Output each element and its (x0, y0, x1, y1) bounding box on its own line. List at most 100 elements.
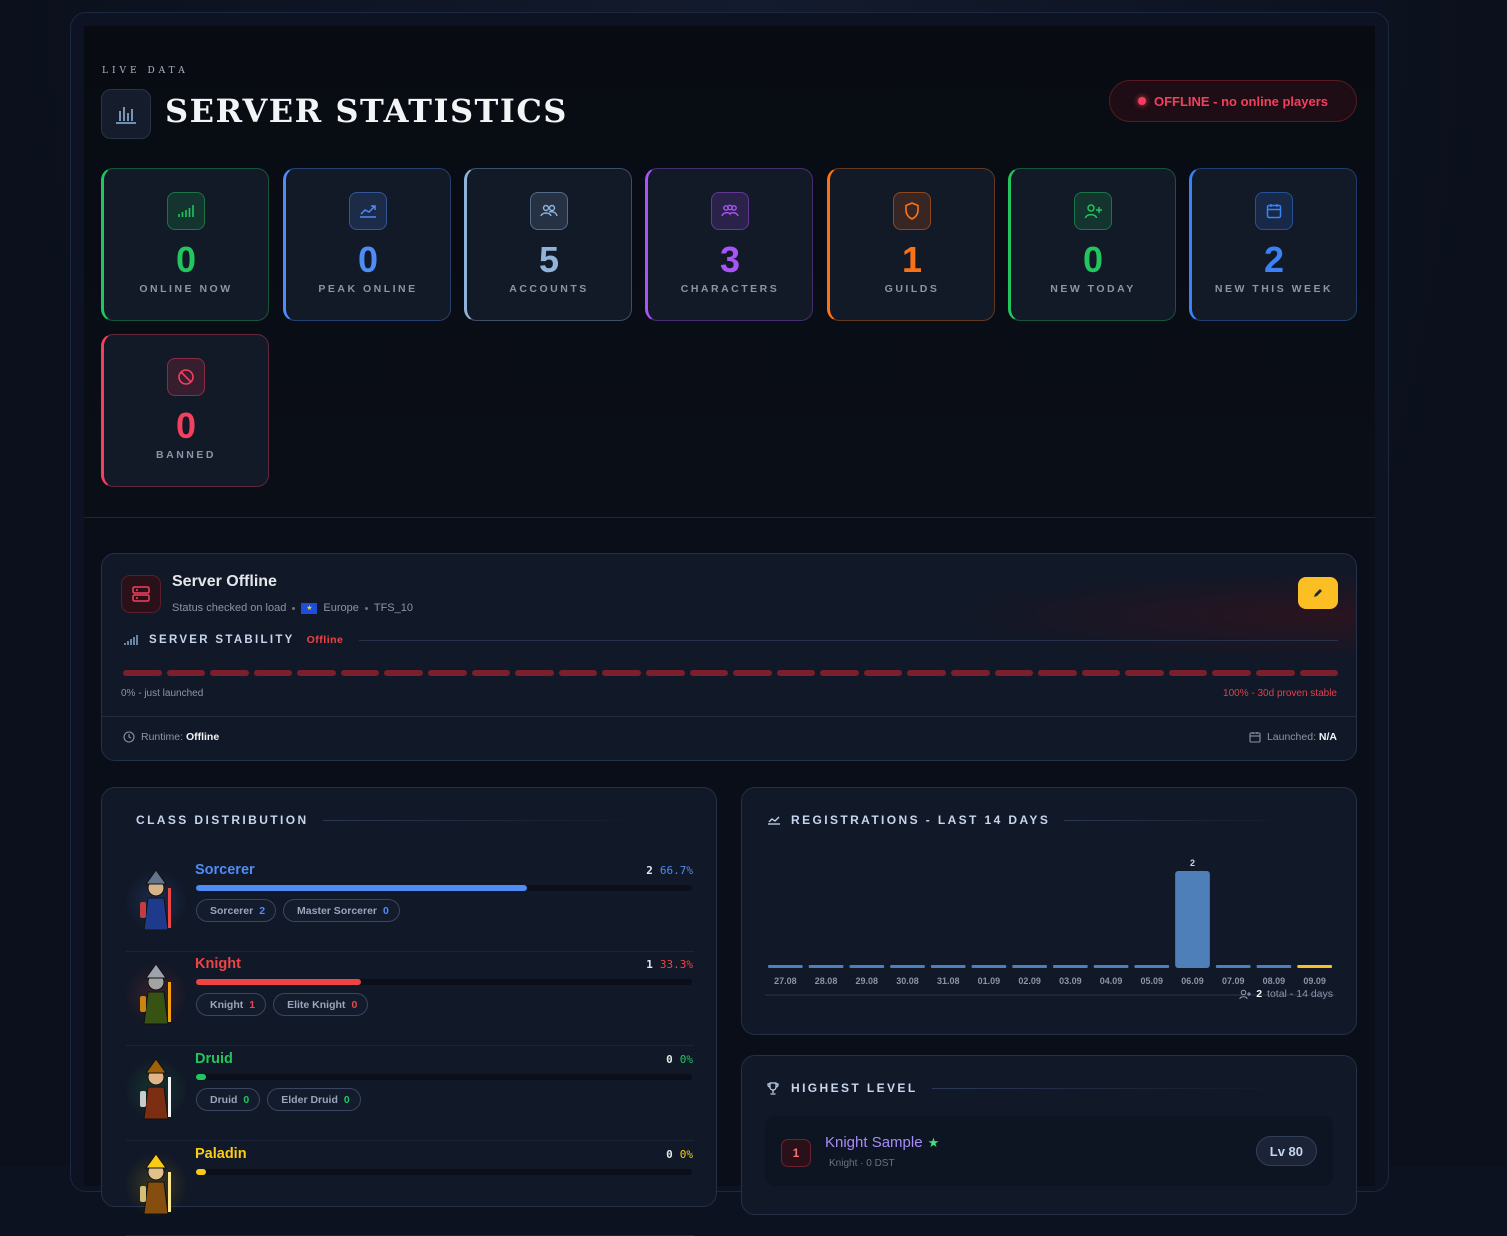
class-distribution-title: CLASS DISTRIBUTION (136, 813, 309, 827)
registration-bar[interactable] (1175, 871, 1210, 968)
registrations-total: 2 total - 14 days (1239, 988, 1333, 1000)
registration-bar[interactable] (1215, 965, 1251, 968)
class-progress-fill (196, 1074, 206, 1080)
class-progress-bar (196, 979, 692, 985)
stability-segment (1168, 670, 1208, 676)
player-subtitle: Knight · 0 DST (829, 1158, 895, 1169)
registration-bar[interactable] (1256, 965, 1292, 968)
x-tick-label: 05.09 (1141, 976, 1164, 986)
x-tick-label: 08.09 (1263, 976, 1286, 986)
class-row-knight: Knight 1 33.3% Knight 1 Elite Knight 0 (126, 952, 694, 1046)
user-plus-icon (1074, 192, 1112, 230)
registrations-bar-chart: 27.08 28.08 29.08 30.08 31.08 01.09 02.09 03.09… (765, 858, 1335, 996)
registration-bar[interactable] (971, 965, 1007, 968)
vocation-chips: Knight 1 Elite Knight 0 (196, 993, 369, 1016)
class-name: Sorcerer (195, 862, 255, 878)
class-row-paladin: Paladin 0 0% (126, 1142, 694, 1236)
server-status-title: Server Offline (172, 573, 277, 590)
stability-segment (994, 670, 1034, 676)
stability-segment (253, 670, 293, 676)
user-plus-icon (1239, 989, 1252, 999)
stat-value: 0 (175, 239, 197, 280)
class-percentage: 66.7% (659, 864, 693, 877)
vocation-label: Elite Knight (287, 998, 346, 1011)
vocation-chips: Druid 0 Elder Druid 0 (196, 1088, 361, 1111)
stat-value: 1 (901, 239, 923, 280)
stat-label: BANNED (156, 449, 216, 461)
stability-segment (1125, 670, 1164, 676)
class-distribution-panel: CLASS DISTRIBUTION Sorcerer 2 66.7% Sorcere… (101, 787, 717, 1236)
vocation-count: 1 (249, 998, 256, 1011)
registration-bar[interactable] (808, 965, 844, 968)
registration-bar[interactable] (1297, 965, 1332, 968)
eyebrow-label: LIVE DATA (102, 66, 189, 76)
statistics-container: LIVE DATA SERVER STATISTICS OFFLINE - no… (84, 26, 1375, 1236)
stability-segment (602, 670, 641, 676)
x-tick-label: 09.09 (1303, 976, 1326, 986)
vocation-count: 0 (383, 904, 389, 917)
edit-button[interactable] (1298, 577, 1338, 609)
vocation-chip: Elder Druid 0 (267, 1088, 361, 1111)
stat-label: ONLINE NOW (139, 283, 233, 295)
launched-label: Launched: (1266, 731, 1316, 743)
separator-dot (292, 606, 296, 610)
leaderboard-row[interactable]: 1 Knight Sample ★ Knight · 0 DST Lv 80 (765, 1116, 1333, 1186)
registration-bar[interactable] (1093, 965, 1129, 968)
stability-segment (1299, 670, 1339, 676)
class-count: 0 0% (666, 1148, 693, 1161)
stat-label: PEAK ONLINE (318, 283, 418, 295)
x-tick-label: 28.08 (815, 976, 838, 986)
divider (322, 819, 653, 821)
server-meta: Status checked on load ★ Europe TFS_10 (172, 602, 413, 614)
class-percentage: 0% (679, 1053, 693, 1066)
registration-bar[interactable] (1053, 965, 1088, 968)
stability-segment (1256, 670, 1295, 676)
registration-bar[interactable] (849, 965, 885, 968)
class-progress-bar (196, 1169, 692, 1175)
registration-bar[interactable] (768, 965, 803, 968)
stability-segment (471, 670, 511, 676)
status-dot-icon (1137, 97, 1146, 105)
vocation-chip: Master Sorcerer 0 (283, 899, 400, 922)
stability-segment (297, 670, 336, 676)
stability-meter (123, 670, 1339, 676)
stability-scale-high: 100% - 30d proven stable (1223, 688, 1337, 699)
calendar-icon (1255, 192, 1293, 230)
registration-bar[interactable] (890, 965, 925, 968)
class-progress-bar (196, 1074, 692, 1080)
stability-segment (515, 670, 554, 676)
registrations-header: REGISTRATIONS - LAST 14 DAYS (767, 813, 1295, 827)
vocation-count: 2 (259, 904, 266, 917)
class-percentage: 0% (679, 1148, 693, 1161)
stability-segment (689, 670, 729, 676)
server-icon (121, 575, 161, 613)
page-title: SERVER STATISTICS (165, 92, 568, 130)
vocation-count: 0 (343, 1093, 350, 1106)
stat-card-new-today: 0 NEW TODAY (1008, 168, 1176, 321)
x-tick-label: 04.09 (1100, 976, 1123, 986)
stats-header: LIVE DATA SERVER STATISTICS OFFLINE - no… (84, 26, 1375, 518)
vocation-label: Knight (210, 998, 244, 1011)
registrations-title: REGISTRATIONS - LAST 14 DAYS (791, 813, 1051, 827)
runtime-value: Offline (185, 731, 220, 743)
stat-card-accounts: 5 ACCOUNTS (464, 168, 632, 321)
class-row-sorcerer: Sorcerer 2 66.7% Sorcerer 2 Master Sorcerer 0 (126, 858, 694, 952)
stability-header: SERVER STABILITY Offline (123, 632, 1338, 648)
player-name-text: Knight Sample (825, 1134, 923, 1151)
runtime-label: Runtime: (141, 731, 184, 743)
stat-label: GUILDS (884, 283, 940, 295)
stability-segment (558, 670, 598, 676)
x-tick-label: 31.08 (937, 976, 960, 986)
registration-bar[interactable] (930, 965, 966, 968)
stat-value: 3 (719, 239, 741, 280)
player-name[interactable]: Knight Sample ★ (825, 1134, 939, 1151)
registration-bar[interactable] (1134, 965, 1170, 968)
stability-segment (428, 670, 467, 676)
trending-up-icon (349, 192, 387, 230)
registration-bar[interactable] (1012, 965, 1047, 968)
stability-segment (907, 670, 946, 676)
registrations-chart: 27.08 28.08 29.08 30.08 31.08 01.09 02.09 03.09… (765, 848, 1335, 1026)
signal-icon (167, 192, 205, 230)
stability-segment (340, 670, 380, 676)
bar-chart-icon (101, 89, 151, 139)
